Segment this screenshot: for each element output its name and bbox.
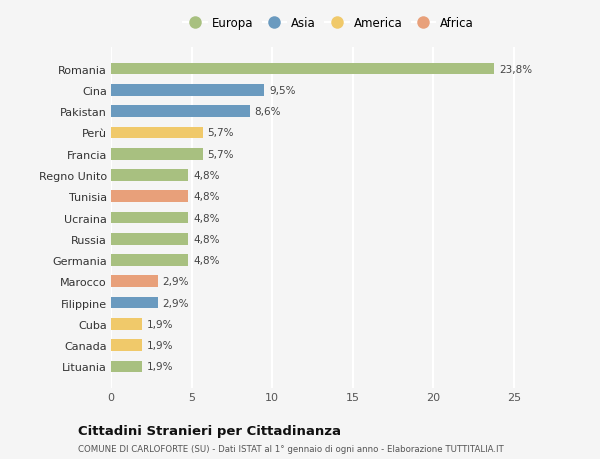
Text: Cittadini Stranieri per Cittadinanza: Cittadini Stranieri per Cittadinanza: [78, 425, 341, 437]
Bar: [111, 255, 188, 266]
Bar: [111, 340, 142, 351]
Bar: [111, 276, 158, 287]
Text: 4,8%: 4,8%: [193, 256, 220, 265]
Legend: Europa, Asia, America, Africa: Europa, Asia, America, Africa: [180, 13, 477, 34]
Text: 8,6%: 8,6%: [254, 107, 281, 117]
Bar: [111, 85, 264, 96]
Bar: [111, 318, 142, 330]
Text: 1,9%: 1,9%: [146, 362, 173, 372]
Text: 9,5%: 9,5%: [269, 86, 295, 95]
Text: 23,8%: 23,8%: [499, 64, 532, 74]
Bar: [111, 361, 142, 372]
Text: 4,8%: 4,8%: [193, 192, 220, 202]
Text: 2,9%: 2,9%: [163, 277, 189, 287]
Text: 4,8%: 4,8%: [193, 213, 220, 223]
Bar: [111, 149, 203, 160]
Bar: [111, 191, 188, 202]
Text: 5,7%: 5,7%: [208, 149, 234, 159]
Text: 4,8%: 4,8%: [193, 171, 220, 180]
Bar: [111, 212, 188, 224]
Text: 5,7%: 5,7%: [208, 128, 234, 138]
Bar: [111, 127, 203, 139]
Bar: [111, 106, 250, 118]
Text: 1,9%: 1,9%: [146, 341, 173, 350]
Text: 1,9%: 1,9%: [146, 319, 173, 329]
Text: COMUNE DI CARLOFORTE (SU) - Dati ISTAT al 1° gennaio di ogni anno - Elaborazione: COMUNE DI CARLOFORTE (SU) - Dati ISTAT a…: [78, 444, 504, 453]
Bar: [111, 64, 494, 75]
Text: 4,8%: 4,8%: [193, 234, 220, 244]
Bar: [111, 297, 158, 309]
Bar: [111, 234, 188, 245]
Bar: [111, 170, 188, 181]
Text: 2,9%: 2,9%: [163, 298, 189, 308]
